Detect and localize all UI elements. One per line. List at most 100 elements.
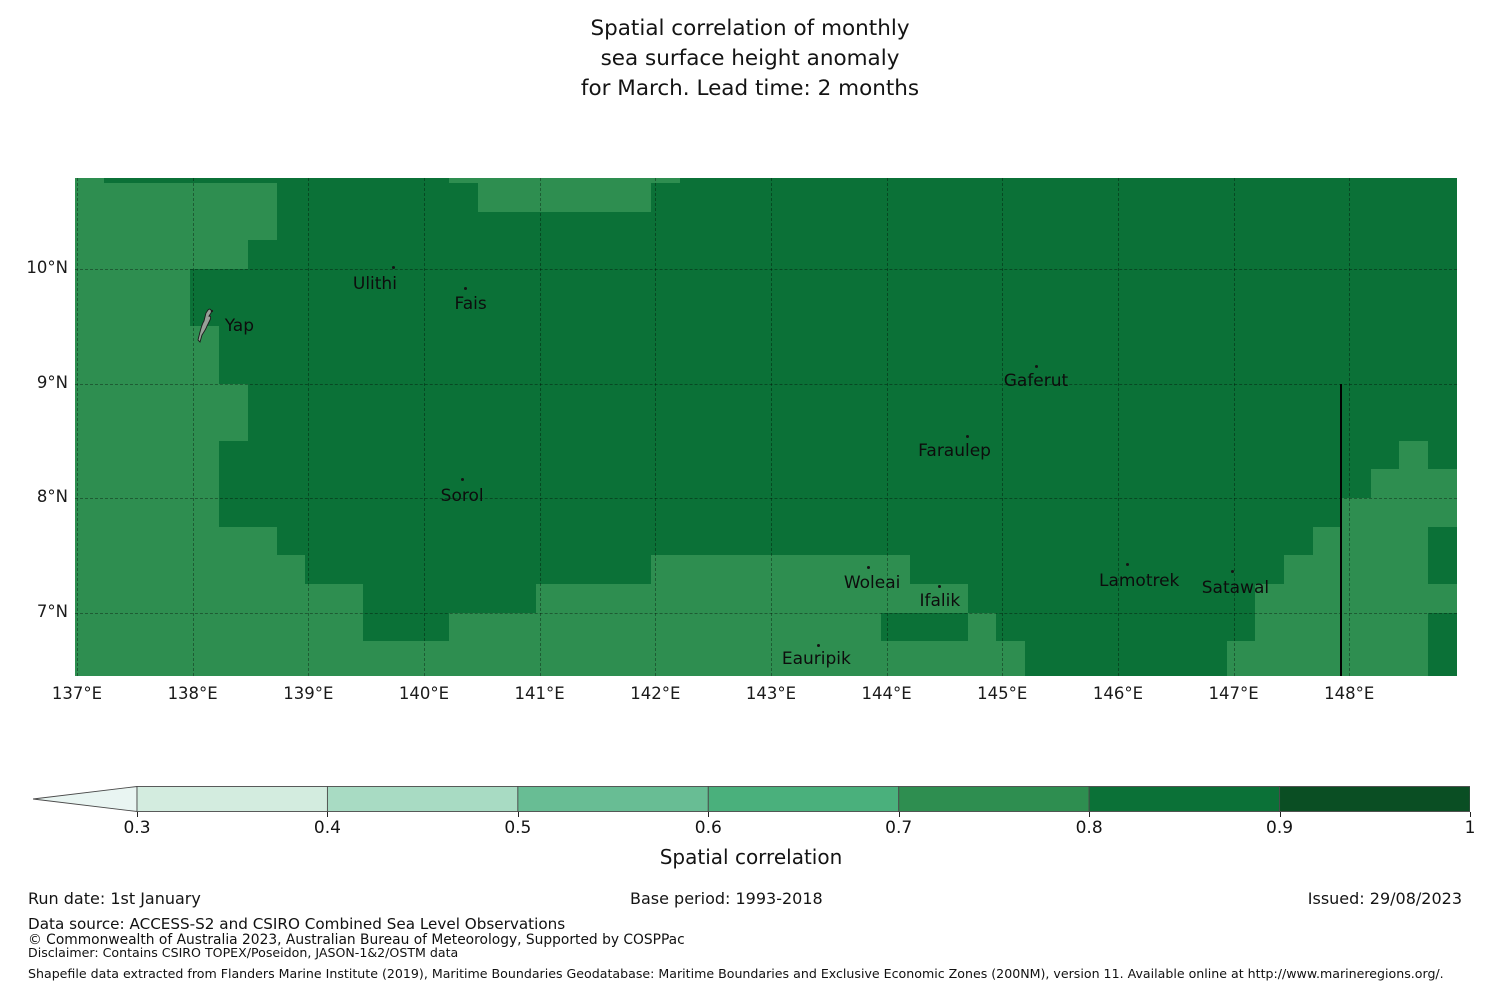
island-label: Eauripik	[781, 649, 851, 670]
map-cell-run	[1226, 669, 1429, 676]
island-label: Gaferut	[1003, 371, 1069, 392]
y-tick-label: 9°N	[36, 372, 68, 392]
map-cell-run	[1399, 440, 1429, 470]
meridian-gridline	[655, 178, 657, 676]
disclaimer-text: Disclaimer: Contains CSIRO TOPEX/Poseido…	[28, 944, 459, 960]
shapefile-credit-text: Shapefile data extracted from Flanders M…	[28, 966, 1444, 981]
map-cell-run	[75, 412, 249, 442]
island-dot	[816, 643, 820, 647]
meridian-gridline	[886, 178, 888, 676]
map-cell-run	[75, 612, 364, 642]
map-cell-run	[75, 354, 220, 385]
copyright-text: © Commonwealth of Australia 2023, Austra…	[28, 931, 685, 948]
island-label: Satawal	[1201, 577, 1270, 598]
map-cell-run	[218, 354, 1457, 385]
x-tick-label: 146°E	[1092, 684, 1144, 703]
map-cell-run	[535, 584, 969, 614]
island-label: Fais	[454, 294, 487, 315]
map-cell-run	[967, 584, 1256, 614]
map-cell-run	[218, 440, 1400, 470]
meridian-gridline	[539, 178, 541, 676]
map-cell-run	[190, 297, 1457, 327]
map-cell-run	[75, 297, 191, 327]
map-cell-run	[75, 669, 1026, 676]
island-label: Ifalik	[919, 590, 961, 611]
x-tick-label: 147°E	[1208, 684, 1259, 703]
parallel-gridline	[75, 498, 1457, 500]
map-cell-run	[1313, 526, 1429, 556]
map-cell-run	[1025, 669, 1228, 676]
correlation-map: Yap Ulithi Fais Sorol Gaferut Faraulep Woleai I…	[75, 178, 1457, 676]
y-tick-label: 10°N	[26, 258, 68, 277]
x-tick-label: 139°E	[283, 684, 334, 703]
map-cell-run	[1284, 555, 1429, 585]
island-dot	[1230, 570, 1234, 574]
data-source-text: Data source: ACCESS-S2 and CSIRO Combine…	[28, 915, 566, 933]
map-cell-run	[75, 526, 278, 556]
map-cell-run	[650, 555, 911, 585]
x-tick-label: 141°E	[514, 684, 565, 703]
x-tick-label: 144°E	[861, 684, 912, 703]
meridian-gridline	[308, 178, 310, 676]
map-cell-run	[362, 584, 537, 614]
colorbar-tick	[898, 812, 900, 817]
chart-title-line-3: for March. Lead time: 2 months	[580, 76, 920, 101]
y-tick-label: 7°N	[36, 602, 68, 621]
map-cell-run	[218, 498, 1343, 528]
colorbar-tick-label: 0.6	[694, 818, 722, 838]
map-cell-run	[276, 211, 1457, 241]
colorbar-tick	[1470, 812, 1471, 817]
map-cell-run	[75, 211, 278, 241]
map-cell-run	[1255, 612, 1429, 642]
map-cell-run	[218, 469, 1372, 499]
colorbar-bin	[898, 786, 1090, 812]
colorbar-bar	[33, 786, 1470, 812]
colorbar-label: Spatial correlation	[659, 845, 843, 869]
chart-title: Spatial correlation of monthly sea surfa…	[0, 14, 1500, 104]
map-cell-run	[679, 178, 1457, 184]
eez-boundary-line	[1340, 383, 1342, 676]
colorbar-tick-label: 0.5	[504, 818, 532, 838]
x-tick-label: 137°E	[51, 684, 103, 703]
colorbar-bin	[707, 786, 900, 812]
map-cell-run	[1341, 498, 1457, 528]
x-tick-label: 140°E	[398, 684, 450, 703]
island-label: Woleai	[843, 573, 901, 594]
map-cell-run	[1428, 641, 1457, 671]
x-tick-label: 145°E	[977, 684, 1028, 703]
map-cell-run	[247, 383, 1457, 413]
run-date-text: Run date: 1st January	[28, 889, 201, 908]
map-cell-run	[1428, 440, 1457, 470]
colorbar-bin	[326, 786, 519, 812]
map-cell-run	[1255, 584, 1457, 614]
colorbar-tick-label: 0.4	[313, 818, 341, 838]
island-dot	[938, 585, 942, 589]
island-label: Yap	[224, 316, 255, 337]
colorbar-under-arrow	[33, 786, 138, 812]
colorbar-bin	[136, 786, 328, 812]
parallel-gridline	[75, 383, 1457, 385]
island-dot	[1035, 364, 1039, 368]
island-dot	[464, 286, 468, 290]
parallel-gridline	[75, 613, 1457, 614]
issued-text: Issued: 29/08/2023	[1307, 889, 1462, 908]
colorbar-tick	[1279, 812, 1281, 817]
map-cell-run	[75, 555, 306, 585]
map-cell-run	[881, 612, 969, 642]
map-cell-run	[75, 326, 220, 356]
map-cell-run	[75, 268, 191, 299]
map-cell-run	[218, 326, 1457, 356]
meridian-gridline	[1233, 178, 1235, 676]
map-cell-run	[190, 268, 1457, 299]
chart-title-line-2: sea surface height anomaly	[600, 46, 900, 71]
island-dot	[460, 478, 464, 482]
map-cell-run	[75, 383, 249, 413]
map-cell-run	[75, 240, 249, 270]
map-cell-run	[305, 555, 652, 585]
map-cell-run	[449, 612, 882, 642]
map-cell-run	[1428, 555, 1457, 585]
island-dot	[392, 266, 396, 270]
map-cell-run	[1226, 641, 1429, 671]
map-cell-run	[75, 178, 105, 184]
